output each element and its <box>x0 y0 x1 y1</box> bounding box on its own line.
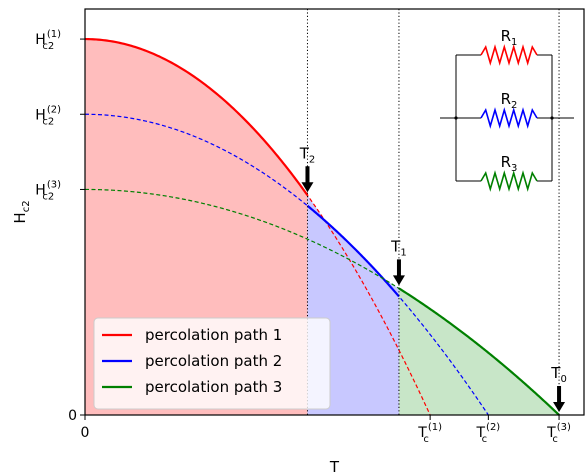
series-1-solid-curve <box>84 37 309 196</box>
arrow-1-head <box>392 275 405 286</box>
legend-box <box>93 317 331 410</box>
fill-region-3 <box>398 288 560 415</box>
resistor-3-zigzag <box>480 170 538 192</box>
x-axis-title: T <box>329 458 340 476</box>
legend-label-2: percolation path 2 <box>145 352 282 370</box>
x-tick-label-2: T(2) c <box>475 422 500 445</box>
marker-label-1: T1 <box>390 237 407 258</box>
plot-frame <box>84 8 585 416</box>
resistor-1-label: R1 <box>501 27 518 48</box>
x-tick-label-3: T(3) c <box>546 422 571 445</box>
axes: 0 T(1) c T(2) c T(3) c 0 H(1) c2 H(2) c2 H(3) c2 T Hc2 <box>11 8 585 476</box>
arrow-2-head <box>301 182 314 193</box>
y-tick-label-0: 0 <box>68 408 77 424</box>
x-tick-label-0: 0 <box>81 425 90 441</box>
resistor-2-zigzag <box>480 107 538 129</box>
marker-label-2: T2 <box>299 144 316 165</box>
y-tick-label-1: H(1) c2 <box>35 29 61 52</box>
curves <box>84 37 560 416</box>
resistor-3-label: R3 <box>501 153 518 174</box>
arrow-0-head <box>553 402 566 412</box>
resistor-1-zigzag <box>480 44 538 66</box>
marker-label-0: T0 <box>550 364 567 385</box>
legend-label-1: percolation path 1 <box>145 326 282 344</box>
y-axis-title: Hc2 <box>11 200 32 223</box>
x-tick-label-1: T(1) c <box>417 422 442 445</box>
series-3-solid-curve <box>398 287 560 416</box>
y-tick-label-3: H(3) c2 <box>35 179 61 202</box>
circuit-inset: R1 R2 R3 <box>440 27 574 192</box>
series-3-dashed-curve <box>84 188 560 416</box>
series-2-dashed-curve <box>84 113 489 416</box>
legend: percolation path 1 percolation path 2 perc… <box>93 317 331 410</box>
resistor-2-label: R2 <box>501 90 518 111</box>
y-tick-label-2: H(2) c2 <box>35 104 61 127</box>
legend-label-3: percolation path 3 <box>145 378 282 396</box>
markers: T2 T1 T0 <box>299 144 567 412</box>
